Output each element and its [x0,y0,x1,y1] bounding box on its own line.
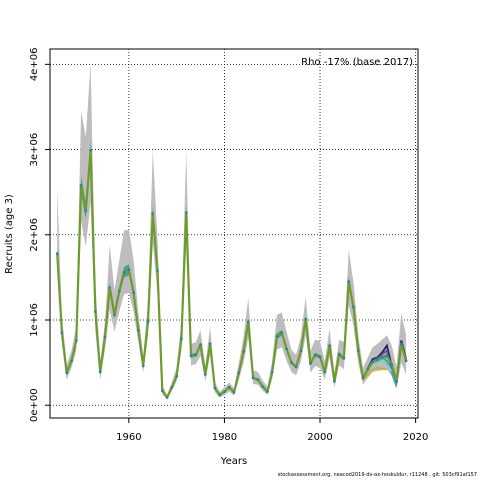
data-point [309,362,312,365]
data-point [294,365,298,369]
data-point [94,310,97,313]
data-point [323,370,327,374]
x-axis-title: Years [220,456,247,467]
data-point [251,376,255,380]
data-point [146,320,150,324]
data-point [175,374,179,378]
series-points [55,149,408,399]
data-point [256,378,260,382]
data-point [98,370,102,374]
y-tick-label-0: 0e+00 [29,388,40,422]
data-point [347,280,351,283]
data-point [342,356,346,360]
data-point [165,396,169,399]
data-point [266,390,269,393]
data-point [208,342,212,346]
data-point [270,370,274,374]
data-point [132,291,136,295]
data-point [137,328,140,332]
data-point [371,360,374,364]
data-point [213,386,217,390]
data-point [280,331,284,335]
y-tick-label-2: 2e+06 [29,218,40,252]
data-point [141,364,145,368]
data-point [380,356,384,359]
data-point [404,359,408,363]
y-tick-label-3: 3e+06 [29,133,40,167]
data-point [390,362,394,366]
data-point [65,371,69,375]
data-point [337,352,341,356]
x-tick-label-3: 2020 [403,432,428,443]
data-point [113,313,116,317]
data-point [103,335,107,339]
data-point [299,349,303,353]
data-point [376,357,379,361]
footer-credit: stockassessment.org, neacod2019-dv-ax-ho… [277,472,477,478]
data-point [70,359,73,363]
data-point [194,353,198,357]
data-point [199,343,202,347]
data-point [60,331,64,335]
data-point [328,344,331,347]
base-inner-band [57,140,407,398]
data-point [361,376,365,380]
base-line [56,149,408,399]
data-point [127,268,131,272]
data-point [399,342,403,346]
data-point [84,209,88,213]
y-axis: 0e+00 1e+06 2e+06 3e+06 4e+06 [29,48,50,422]
data-point [55,252,59,255]
data-point [232,391,236,394]
data-point [122,270,126,274]
data-point [246,320,250,324]
data-point [227,385,231,389]
data-point [79,184,83,187]
data-point [333,380,336,383]
data-point [356,349,360,353]
data-point [395,380,398,383]
data-point [160,389,164,393]
data-point [290,361,293,364]
data-point [189,354,193,358]
x-axis: 1960 1980 2000 2020 [116,418,428,443]
data-point [117,289,121,293]
data-point [223,390,226,393]
data-point [108,286,112,289]
y-tick-label-1: 1e+06 [29,303,40,337]
data-point [275,334,279,338]
data-point [304,317,308,321]
data-point [242,350,246,353]
data-point [156,269,159,272]
data-point [352,305,355,309]
data-point [237,371,241,375]
y-axis-title: Recruits (age 3) [4,194,15,274]
rho-annotation: Rho -17% (base 2017) [301,57,413,68]
y-tick-label-4: 4e+06 [29,48,40,82]
data-point [74,339,78,342]
data-point [180,337,183,341]
data-point [313,353,317,357]
data-point [184,211,188,215]
data-point [285,347,288,351]
data-point [366,368,370,371]
data-point [385,354,389,358]
x-tick-label-1: 1980 [212,432,237,443]
data-point [170,385,174,389]
data-point [203,373,207,376]
data-point [261,385,265,388]
data-point [318,355,322,358]
plot-background [50,49,418,418]
x-tick-label-2: 2000 [307,432,332,443]
plot-frame [49,48,419,419]
x-tick-label-0: 1960 [116,432,141,443]
data-point [151,212,155,215]
data-point [218,393,222,397]
peel-line-5 [362,366,388,381]
data-point [89,149,92,152]
